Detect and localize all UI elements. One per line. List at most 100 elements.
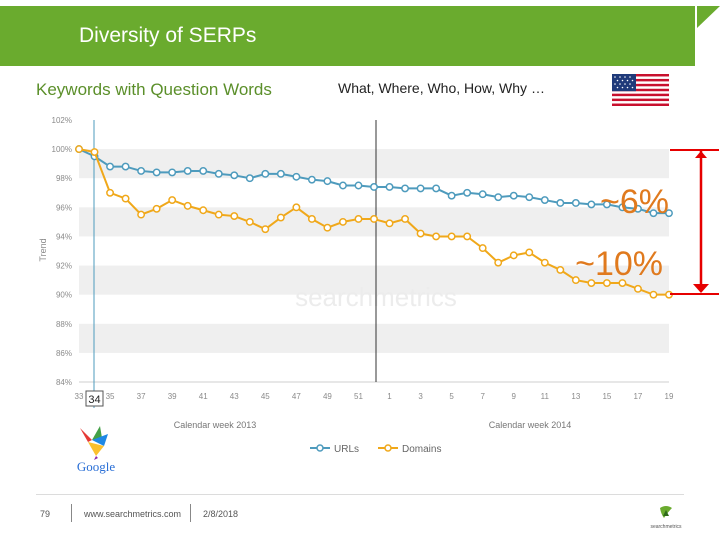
domains-data-point [276,213,285,222]
urls-data-point [292,172,301,181]
x-tick-label: 37 [137,392,146,401]
footer-site: www.searchmetrics.com [84,509,182,519]
domains-data-point [199,206,208,215]
y-tick-label: 98% [56,174,72,183]
urls-data-point [401,184,410,193]
grid-band [79,265,669,295]
urls-difference-annotation: ~6% [600,183,669,221]
domains-data-point [323,223,332,232]
footer-page-number: 79 [40,509,51,519]
urls-data-point [665,209,673,218]
trend-chart: 102%100%98%96%94%92%90%88%86%84%Trendsea… [38,116,719,455]
x-tick-label: 43 [230,392,239,401]
urls-data-point [556,199,565,207]
domains-data-point [602,279,611,287]
searchmetrics-logo: searchmetrics [650,506,682,530]
urls-data-point [152,168,161,177]
y-tick-label: 96% [56,203,72,212]
urls-data-point [214,169,223,178]
urls-data-point [587,200,596,209]
urls-data-point [230,171,239,180]
urls-data-point [168,168,177,177]
x-tick-label: 33 [75,392,84,401]
domains-data-point [75,145,83,154]
footer-date: 2/8/2018 [203,509,239,519]
x-tick-label: 3 [418,392,423,401]
domains-data-point [447,232,456,241]
domains-data-point [494,258,503,267]
domains-data-point [245,217,254,226]
page-title: Diversity of SERPs [79,24,257,47]
google-logo-text: Google [77,459,116,474]
grid-band [79,149,669,179]
domains-data-point [292,203,301,212]
x-tick-label: 41 [199,392,208,401]
urls-data-point [183,166,192,175]
x-tick-label: 1 [387,392,392,401]
legend-label-urls: URLs [334,444,359,455]
x-tick-label: 51 [354,392,363,401]
urls-data-point [338,181,347,190]
y-tick-label: 84% [56,378,72,387]
domains-data-point [261,225,270,234]
grid-band [79,323,669,353]
domains-data-point [307,215,316,223]
domains-data-point [121,194,130,203]
urls-data-point [245,174,254,183]
x-tick-label: 19 [665,392,674,401]
domains-data-point [525,248,534,257]
google-hummingbird-logo: Google [77,426,116,474]
x-tick-label: 35 [106,392,115,401]
chart-subtitle: Keywords with Question Words [36,80,272,99]
domains-data-point [509,251,518,260]
domains-data-point [463,232,472,241]
marker-box [85,390,104,407]
urls-data-point [571,199,580,207]
x-group-label-2014: Calendar week 2014 [489,420,572,430]
urls-data-point [370,183,378,191]
x-tick-label: 15 [602,392,611,401]
x-tick-label: 39 [168,392,177,401]
urls-data-point [540,196,549,205]
domains-data-point [540,258,549,267]
domains-data-point [416,229,425,238]
urls-data-point [323,177,332,186]
domains-data-point [385,219,394,228]
legend-label-domains: Domains [402,444,441,455]
x-tick-label: 49 [323,392,332,401]
urls-data-point [307,175,316,184]
urls-data-point [354,181,363,190]
domains-data-point [106,188,115,197]
domains-data-point [633,284,642,293]
domains-data-point [432,232,441,241]
urls-data-point [494,193,503,202]
domains-data-point [214,210,223,219]
legend-marker-urls [316,444,324,452]
domains-data-point [137,210,146,219]
urls-data-point [261,169,270,178]
x-tick-label: 5 [449,392,454,401]
urls-data-point [106,162,115,171]
x-tick-label: 45 [261,392,270,401]
urls-data-point [121,162,130,171]
urls-data-point [509,191,518,200]
marker-label: 34 [88,394,100,406]
y-tick-label: 102% [52,116,72,125]
domains-data-point [649,290,658,299]
domains-data-point [183,201,192,210]
question-words-label: What, Where, Who, How, Why … [338,80,545,96]
y-tick-label: 92% [56,262,72,271]
urls-data-point [432,184,441,193]
urls-data-point [199,166,208,175]
urls-data-point [447,191,456,200]
urls-data-point [633,204,642,213]
x-tick-label: 7 [480,392,485,401]
domains-data-point [571,276,580,285]
domains-data-point [618,279,627,287]
y-tick-label: 86% [56,349,72,358]
domains-data-point [152,204,161,213]
x-tick-label: 9 [512,392,517,401]
footer-separator [71,504,72,522]
footer-divider [36,494,684,495]
domains-data-point [168,196,177,205]
